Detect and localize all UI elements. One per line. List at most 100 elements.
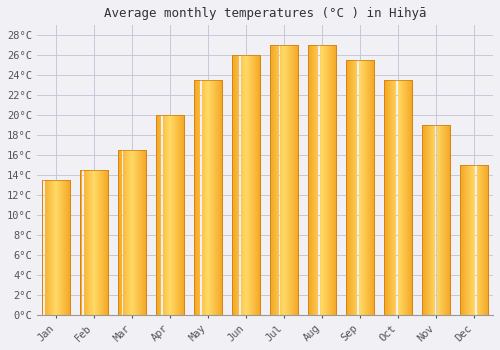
Bar: [162, 115, 164, 315]
Bar: [168, 115, 170, 315]
Bar: [92, 170, 94, 315]
Bar: [244, 55, 246, 315]
Bar: [288, 45, 290, 315]
Bar: [322, 45, 324, 315]
Bar: [400, 80, 402, 315]
Bar: [219, 80, 220, 315]
Bar: [388, 80, 390, 315]
Bar: [274, 45, 276, 315]
Bar: [146, 150, 147, 315]
Bar: [402, 80, 404, 315]
Bar: [132, 150, 134, 315]
Bar: [276, 45, 278, 315]
Bar: [206, 80, 208, 315]
Bar: [482, 165, 484, 315]
Bar: [346, 60, 374, 315]
Bar: [386, 80, 388, 315]
Bar: [316, 45, 318, 315]
Bar: [170, 115, 172, 315]
Bar: [106, 170, 107, 315]
Bar: [221, 80, 222, 315]
Bar: [297, 45, 298, 315]
Bar: [126, 150, 128, 315]
Bar: [384, 80, 386, 315]
Bar: [422, 125, 450, 315]
Bar: [398, 80, 400, 315]
Bar: [101, 170, 102, 315]
Bar: [138, 150, 139, 315]
Bar: [252, 55, 254, 315]
Bar: [141, 150, 142, 315]
Bar: [61, 180, 62, 315]
Bar: [218, 80, 219, 315]
Bar: [54, 180, 56, 315]
Bar: [461, 165, 462, 315]
Bar: [130, 150, 132, 315]
Bar: [208, 80, 210, 315]
Bar: [94, 170, 96, 315]
Bar: [372, 60, 373, 315]
Bar: [486, 165, 488, 315]
Bar: [430, 125, 432, 315]
Bar: [56, 180, 58, 315]
Bar: [196, 80, 198, 315]
Bar: [422, 125, 424, 315]
Bar: [118, 150, 120, 315]
Bar: [104, 170, 105, 315]
Bar: [63, 180, 64, 315]
Bar: [82, 170, 84, 315]
Bar: [484, 165, 486, 315]
Bar: [256, 55, 257, 315]
Bar: [426, 125, 428, 315]
Bar: [50, 180, 51, 315]
Bar: [318, 45, 320, 315]
Bar: [42, 180, 43, 315]
Bar: [122, 150, 124, 315]
Bar: [217, 80, 218, 315]
Bar: [314, 45, 316, 315]
Bar: [260, 55, 261, 315]
Bar: [46, 180, 48, 315]
Bar: [292, 45, 293, 315]
Bar: [434, 125, 436, 315]
Bar: [216, 80, 217, 315]
Bar: [280, 45, 281, 315]
Bar: [298, 45, 299, 315]
Bar: [257, 55, 258, 315]
Bar: [350, 60, 352, 315]
Bar: [236, 55, 238, 315]
Bar: [464, 165, 466, 315]
Bar: [428, 125, 430, 315]
Bar: [308, 45, 336, 315]
Bar: [136, 150, 137, 315]
Bar: [312, 45, 314, 315]
Bar: [84, 170, 86, 315]
Bar: [62, 180, 63, 315]
Bar: [370, 60, 372, 315]
Bar: [259, 55, 260, 315]
Bar: [364, 60, 366, 315]
Bar: [440, 125, 442, 315]
Bar: [214, 80, 215, 315]
Bar: [60, 180, 61, 315]
Bar: [332, 45, 333, 315]
Bar: [181, 115, 182, 315]
Bar: [140, 150, 141, 315]
Bar: [352, 60, 354, 315]
Bar: [258, 55, 259, 315]
Bar: [242, 55, 244, 315]
Bar: [158, 115, 160, 315]
Bar: [102, 170, 103, 315]
Bar: [412, 80, 413, 315]
Bar: [156, 115, 158, 315]
Bar: [44, 180, 46, 315]
Bar: [70, 180, 71, 315]
Bar: [374, 60, 375, 315]
Bar: [184, 115, 185, 315]
Bar: [220, 80, 221, 315]
Bar: [58, 180, 59, 315]
Bar: [254, 55, 255, 315]
Bar: [396, 80, 398, 315]
Bar: [410, 80, 411, 315]
Bar: [392, 80, 394, 315]
